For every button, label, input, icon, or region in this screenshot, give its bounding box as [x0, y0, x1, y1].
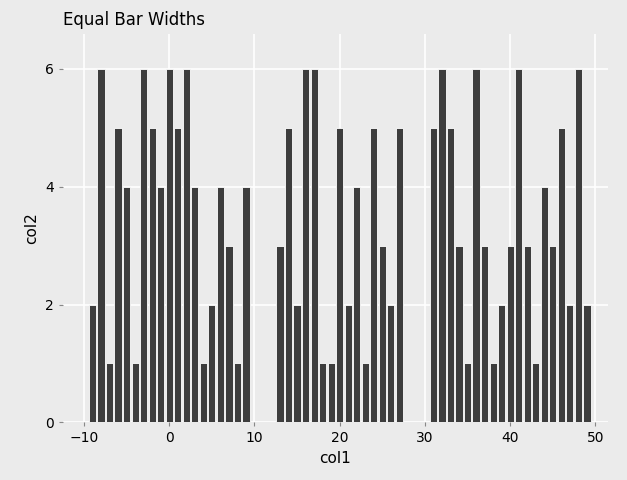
Bar [89, 305, 96, 422]
Bar [293, 305, 301, 422]
Bar [336, 128, 344, 422]
Bar [97, 69, 105, 422]
Bar [490, 363, 497, 422]
Bar [149, 128, 156, 422]
Bar [447, 128, 454, 422]
Bar [549, 246, 556, 422]
Bar [277, 246, 283, 422]
Bar [123, 187, 130, 422]
Bar [524, 246, 531, 422]
Bar [481, 246, 488, 422]
Bar [302, 69, 309, 422]
Bar [140, 69, 147, 422]
Bar [174, 128, 181, 422]
Bar [166, 69, 173, 422]
Bar [515, 69, 522, 422]
Bar [242, 187, 250, 422]
Bar [191, 187, 198, 422]
Bar [498, 305, 505, 422]
Bar [182, 69, 190, 422]
Bar [507, 246, 514, 422]
Bar [345, 305, 352, 422]
Bar [557, 128, 565, 422]
Bar [362, 363, 369, 422]
Bar [575, 69, 582, 422]
Bar [353, 187, 361, 422]
Bar [532, 363, 539, 422]
Bar [200, 363, 207, 422]
Bar [157, 187, 164, 422]
Bar [225, 246, 233, 422]
Bar [115, 128, 122, 422]
Bar [473, 69, 480, 422]
Bar [327, 363, 335, 422]
Bar [430, 128, 437, 422]
Bar [540, 187, 548, 422]
Bar [234, 363, 241, 422]
Bar [566, 305, 574, 422]
Bar [319, 363, 326, 422]
Bar [106, 363, 113, 422]
Bar [583, 305, 591, 422]
Bar [132, 363, 139, 422]
X-axis label: col1: col1 [320, 451, 351, 466]
Bar [208, 305, 216, 422]
Bar [464, 363, 471, 422]
Bar [217, 187, 224, 422]
Bar [438, 69, 446, 422]
Bar [285, 128, 292, 422]
Bar [370, 128, 377, 422]
Bar [310, 69, 318, 422]
Bar [387, 305, 394, 422]
Text: Equal Bar Widths: Equal Bar Widths [63, 11, 204, 29]
Bar [455, 246, 463, 422]
Bar [379, 246, 386, 422]
Bar [396, 128, 403, 422]
Y-axis label: col2: col2 [24, 212, 40, 244]
